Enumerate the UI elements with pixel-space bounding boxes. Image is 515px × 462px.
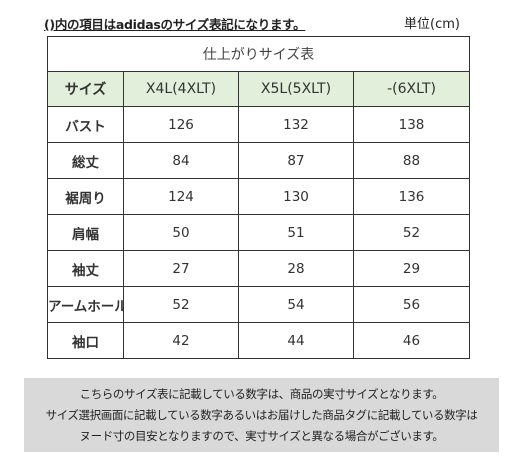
table-cell: 56 [352, 286, 471, 323]
table-cell: 124 [123, 178, 239, 215]
table-row: 袖口 42 44 46 [47, 322, 471, 359]
table-cell: 84 [123, 142, 239, 179]
size-table: 仕上がりサイズ表 サイズ X4L(4XLT) X5L(5XLT) -(6XLT)… [46, 36, 471, 359]
table-row: 裾周り 124 130 136 [47, 178, 471, 215]
header-col-6xlt: -(6XLT) [352, 71, 471, 107]
table-cell: 87 [238, 142, 354, 179]
table-cell: 52 [123, 286, 239, 323]
table-cell: 28 [238, 250, 354, 287]
row-label-sleeve: 袖丈 [47, 250, 124, 287]
row-label-armhole: アームホール [47, 286, 124, 323]
header-size-label: サイズ [47, 71, 124, 107]
table-cell: 130 [238, 178, 354, 215]
table-cell: 138 [352, 106, 471, 143]
table-row: 総丈 84 87 88 [47, 142, 471, 179]
table-cell: 132 [238, 106, 354, 143]
notice-line: ヌード寸の目安となりますので、実寸サイズと異なる場合がございます。 [79, 429, 444, 443]
notice-line: こちらのサイズ表に記載している数字は、商品の実寸サイズとなります。 [79, 387, 444, 401]
header-col-x5l: X5L(5XLT) [238, 71, 354, 107]
table-cell: 52 [352, 214, 471, 251]
table-cell: 88 [352, 142, 471, 179]
table-row: アームホール 52 54 56 [47, 286, 471, 323]
table-header-row: サイズ X4L(4XLT) X5L(5XLT) -(6XLT) [47, 71, 471, 107]
notice-line: サイズ選択画面に記載している数字あるいはお届けした商品タグに記載している数字は [45, 408, 478, 422]
table-cell: 44 [238, 322, 354, 359]
row-label-cuff: 袖口 [47, 322, 124, 359]
table-cell: 136 [352, 178, 471, 215]
table-cell: 46 [352, 322, 471, 359]
unit-label: 単位(cm) [404, 17, 460, 32]
table-cell: 54 [238, 286, 354, 323]
table-cell: 51 [238, 214, 354, 251]
adidas-size-note: ()内の項目はadidasのサイズ表記になります。 [44, 17, 306, 32]
header-col-x4l: X4L(4XLT) [123, 71, 239, 107]
table-cell: 126 [123, 106, 239, 143]
table-row: 袖丈 27 28 29 [47, 250, 471, 287]
table-cell: 27 [123, 250, 239, 287]
row-label-bust: バスト [47, 106, 124, 143]
table-cell: 50 [123, 214, 239, 251]
table-row: 肩幅 50 51 52 [47, 214, 471, 251]
row-label-length: 総丈 [47, 142, 124, 179]
row-label-hem: 裾周り [47, 178, 124, 215]
table-cell: 42 [123, 322, 239, 359]
table-cell: 29 [352, 250, 471, 287]
table-title-row: 仕上がりサイズ表 [46, 36, 471, 72]
measurement-notice: こちらのサイズ表に記載している数字は、商品の実寸サイズとなります。 サイズ選択画… [24, 378, 499, 452]
table-row: バスト 126 132 138 [47, 106, 471, 143]
table-title: 仕上がりサイズ表 [46, 36, 471, 72]
row-label-shoulder: 肩幅 [47, 214, 124, 251]
